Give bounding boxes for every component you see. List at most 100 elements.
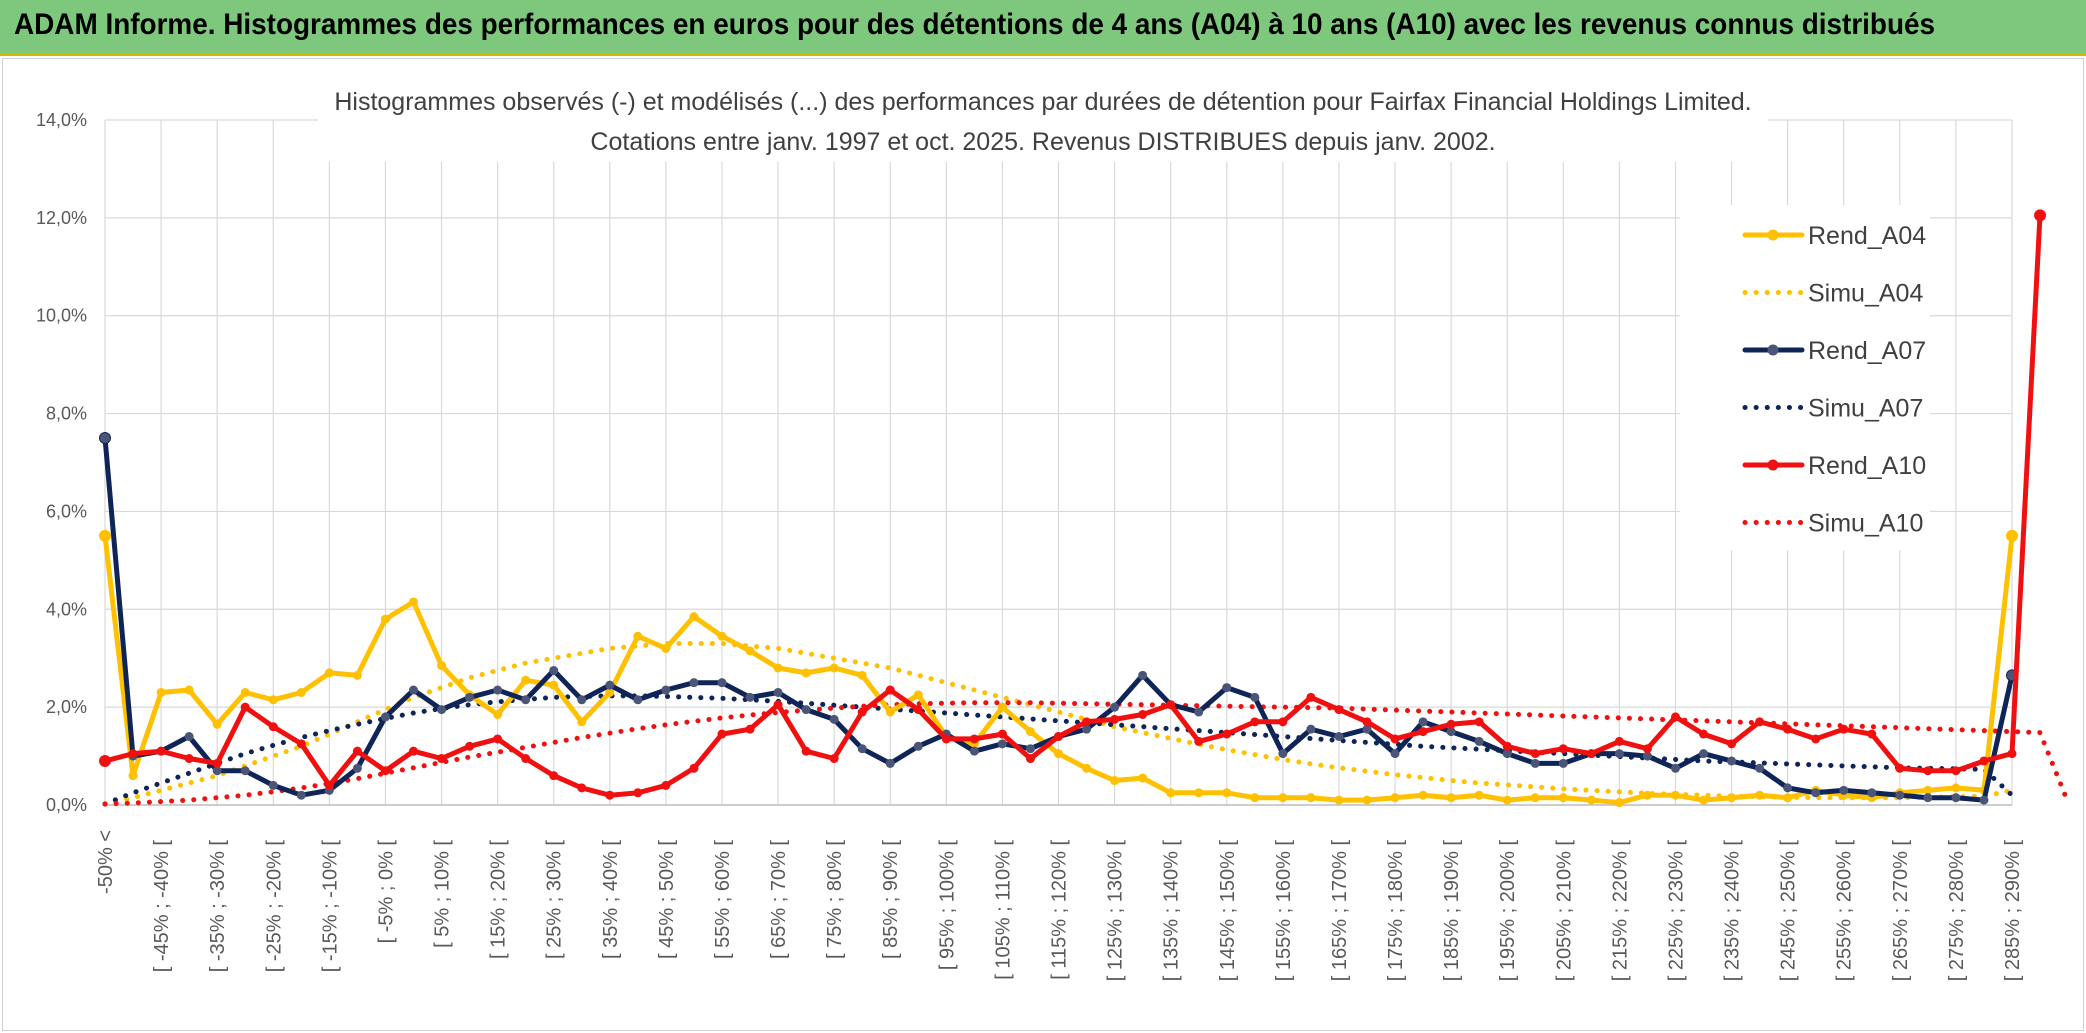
data-point-marker [773,663,783,673]
data-point-marker [1699,749,1709,759]
data-point-marker [408,685,418,695]
data-point-marker [1334,705,1344,715]
legend-marker [1767,459,1779,471]
data-point-marker [380,712,390,722]
data-point-marker [1783,783,1793,793]
data-point-marker [1306,692,1316,702]
data-point-marker [829,663,839,673]
data-point-marker [1138,670,1148,680]
data-point-marker [1194,736,1204,746]
x-tick-label: [ -5% ; 0% [ [375,840,397,944]
y-tick-label: 2,0% [46,697,87,717]
legend-label: Simu_A04 [1808,280,1923,308]
x-tick-label: [ -15% ; -10% [ [319,840,341,973]
data-point-marker [1755,763,1765,773]
data-point-marker [1082,724,1092,734]
x-tick-label: [ 35% ; 40% [ [600,840,622,959]
data-point-marker [521,675,531,685]
data-point-marker [997,702,1007,712]
data-point-marker [1502,795,1512,805]
data-point-marker [1418,717,1428,727]
x-tick-label: [ 225% ; 230% [ [1665,840,1687,982]
data-point-marker [885,685,895,695]
data-point-marker [857,707,867,717]
x-tick-label: [ 75% ; 80% [ [824,840,846,959]
x-tick-label: [ 245% ; 250% [ [1778,840,1800,982]
data-point-marker [1250,793,1260,803]
data-point-marker [1558,793,1568,803]
data-point-marker [352,746,362,756]
data-point-marker [1923,785,1933,795]
data-point-marker [437,661,447,671]
data-point-marker [1642,744,1652,754]
data-point-marker [1867,788,1877,798]
data-point-marker [1895,790,1905,800]
data-point-marker [577,717,587,727]
data-point-marker [408,746,418,756]
data-point-marker [717,631,727,641]
data-point-marker [1755,790,1765,800]
data-point-marker [829,714,839,724]
data-point-marker [1951,766,1961,776]
x-tick-label: [ 235% ; 240% [ [1722,840,1744,982]
data-point-marker [633,788,643,798]
data-point-marker [212,719,222,729]
data-point-marker [1586,749,1596,759]
legend-label: Rend_A07 [1808,337,1926,365]
legend-label: Simu_A10 [1808,510,1923,538]
data-point-marker [913,705,923,715]
data-point-marker [969,734,979,744]
x-tick-label: [ 15% ; 20% [ [488,840,510,959]
y-axis-ticks: 0,0% 2,0% 4,0% 6,0% 8,0% 10,0% 12,0% 14,0% [36,110,87,815]
data-point-marker [1727,756,1737,766]
data-point-marker [1530,793,1540,803]
data-point-marker [1250,717,1260,727]
data-point-marker [240,766,250,776]
data-point-marker [1502,741,1512,751]
data-point-marker [1278,793,1288,803]
x-tick-label: [ 185% ; 190% [ [1441,840,1463,982]
x-tick-label: [ 285% ; 290% [ [2002,840,2024,982]
data-point-marker [801,746,811,756]
y-tick-label: 12,0% [36,208,87,228]
data-point-marker [1250,692,1260,702]
data-point-marker [1082,763,1092,773]
data-point-marker [437,705,447,715]
data-point-marker [1194,707,1204,717]
data-point-marker [1558,744,1568,754]
data-point-marker [633,695,643,705]
data-point-marker [128,749,138,759]
data-point-marker [773,700,783,710]
data-point-marker [801,705,811,715]
data-point-marker [1558,758,1568,768]
data-point-marker [156,746,166,756]
data-point-marker [773,687,783,697]
data-point-marker [689,763,699,773]
data-point-marker [1670,790,1680,800]
data-point-marker [745,646,755,656]
data-point-marker [1839,724,1849,734]
x-axis-ticks: -50% < [ -45% ; -40% [[ -35% ; -30% [[ -2… [95,830,2024,981]
data-point-marker [1446,719,1456,729]
data-point-marker [689,678,699,688]
x-tick-label: [ 275% ; 280% [ [1946,840,1968,982]
data-point-marker [1278,717,1288,727]
data-point-marker [1334,732,1344,741]
data-point-marker [1811,788,1821,798]
data-point-marker [1446,727,1456,737]
data-point-marker [1166,700,1176,710]
data-point-marker [577,695,587,705]
data-point-marker [99,432,111,445]
data-point-marker [1474,717,1484,727]
data-point-marker [1783,724,1793,734]
data-point-marker [829,754,839,764]
data-point-marker [745,692,755,702]
data-point-marker [577,783,587,793]
data-point-marker [605,790,615,800]
x-tick-label: [ -35% ; -30% [ [207,840,229,973]
x-tick-label: [ 155% ; 160% [ [1273,840,1295,982]
data-point-marker [1362,717,1372,727]
data-point-marker [2034,209,2047,222]
data-point-marker [1614,798,1624,808]
